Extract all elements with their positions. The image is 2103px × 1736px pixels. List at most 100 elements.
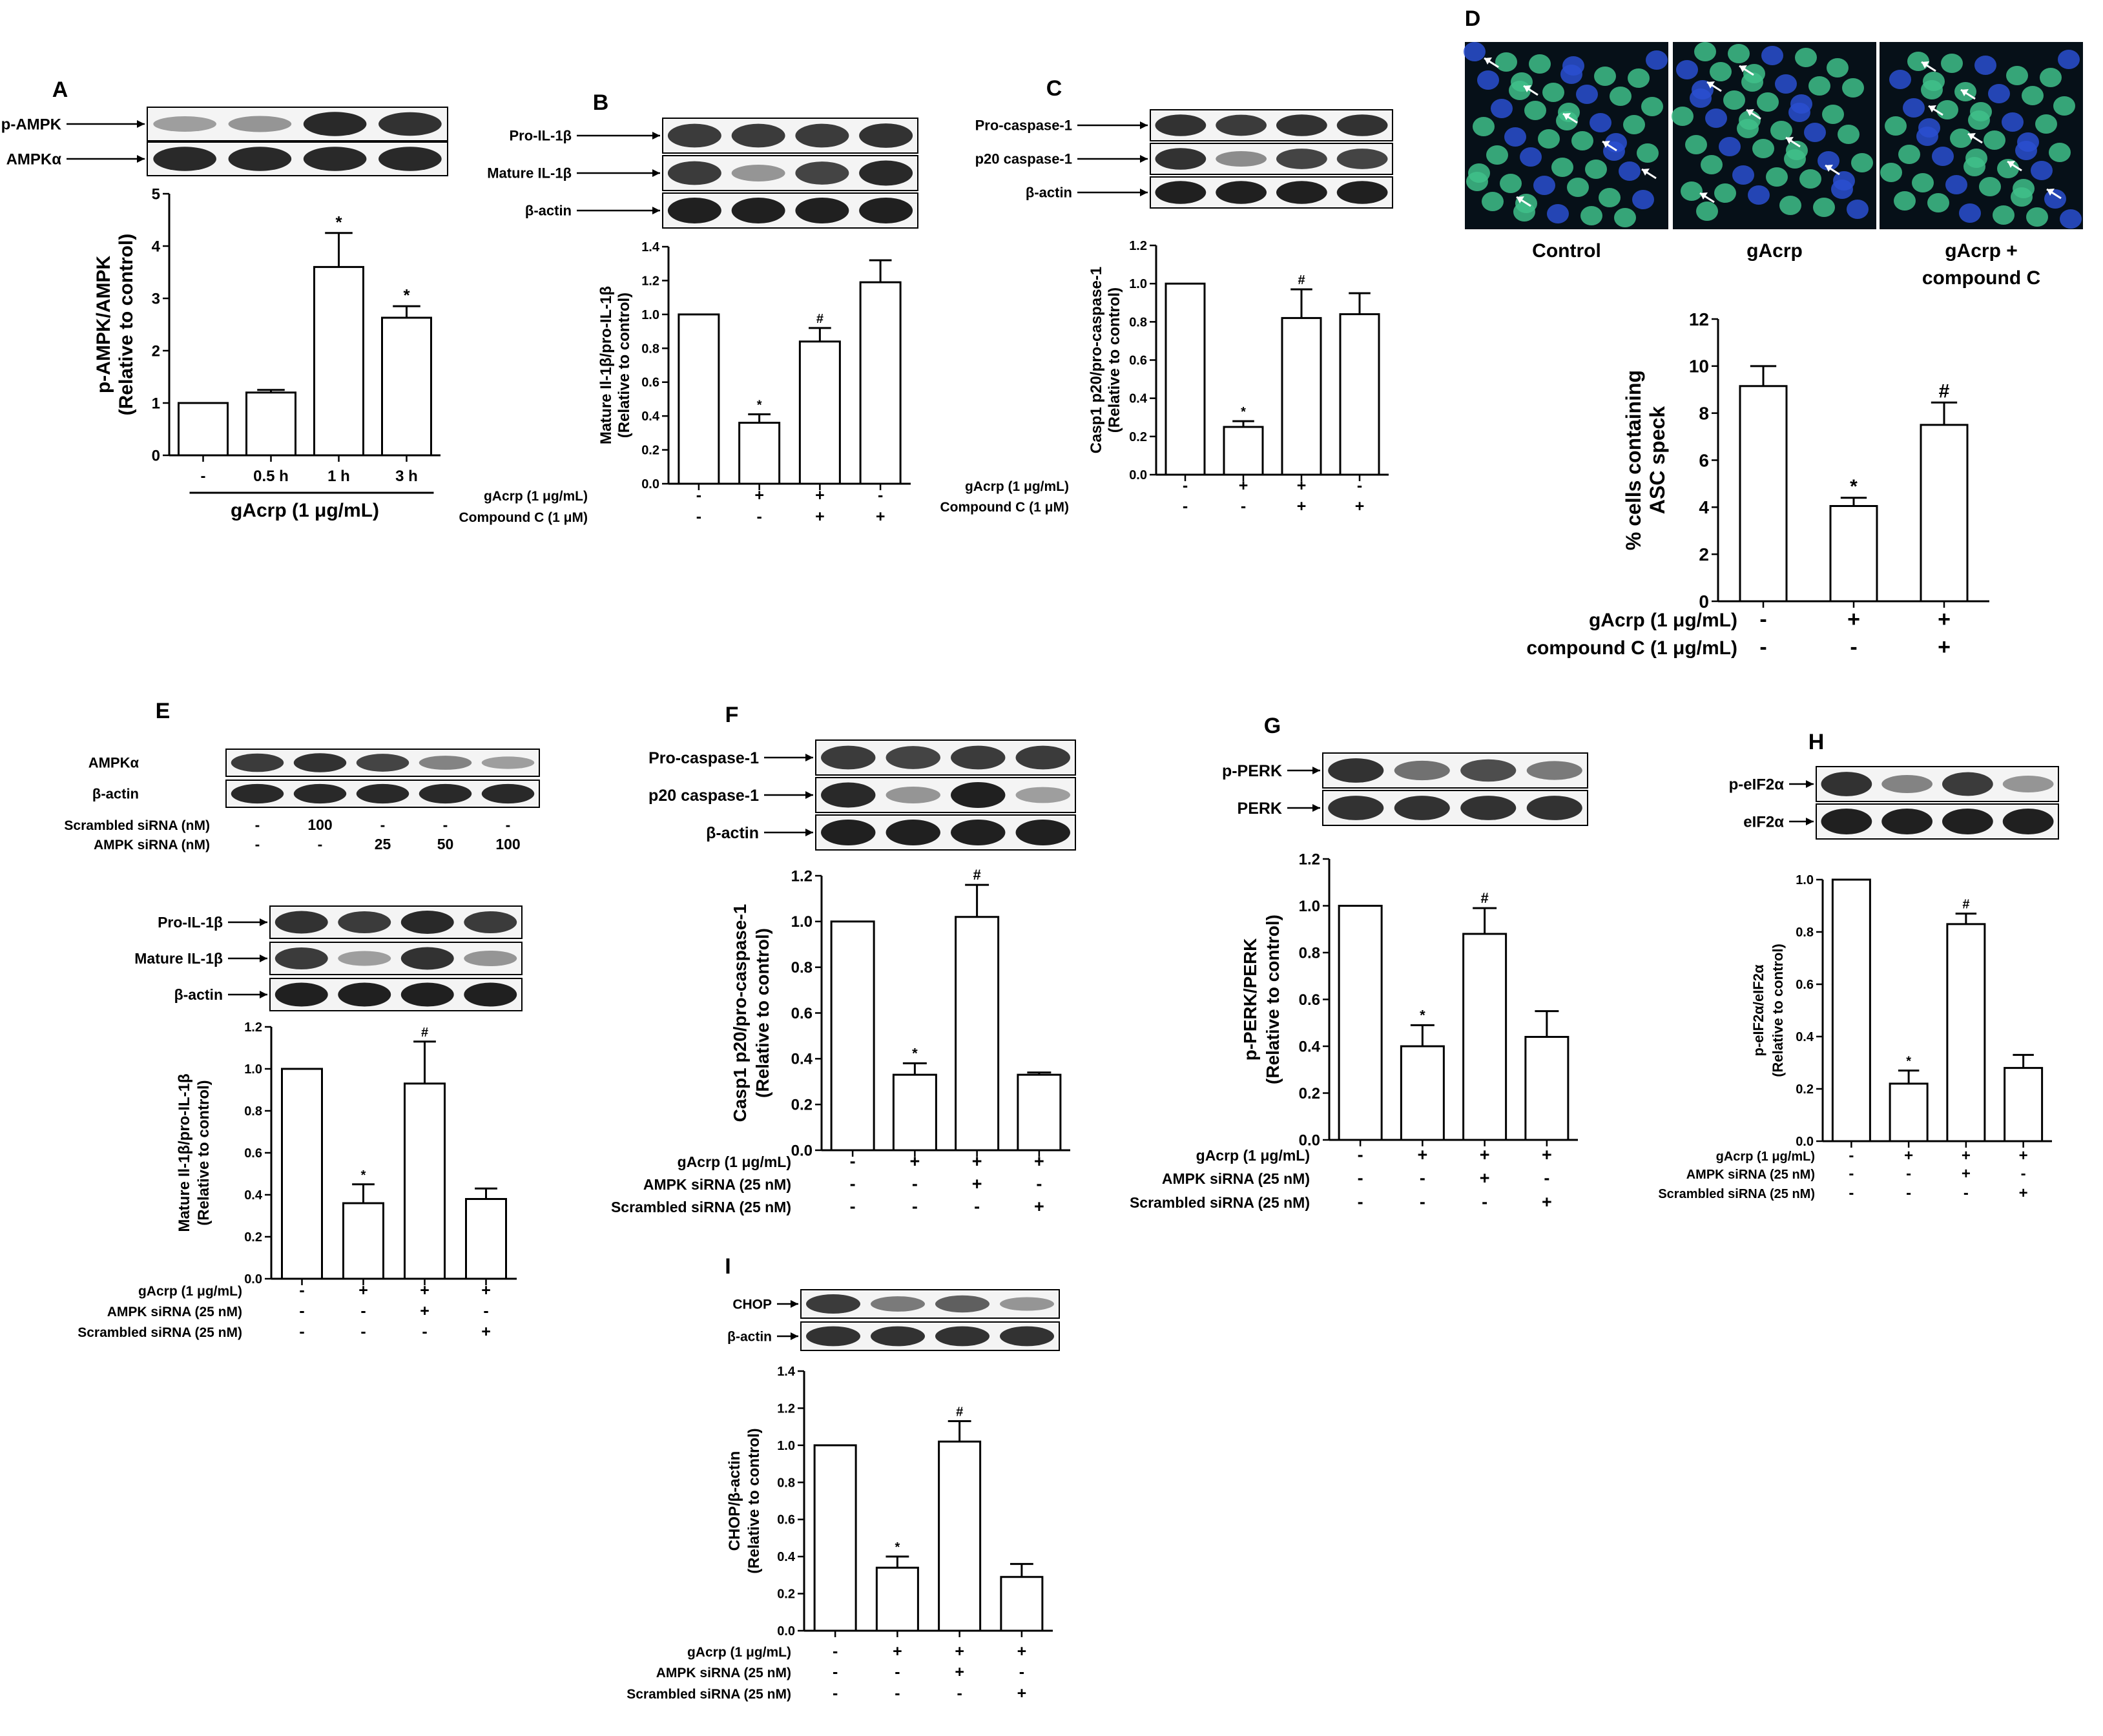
panel-letter: H — [1808, 730, 1825, 754]
cell-nucleus — [1968, 110, 1990, 130]
condition-sign: + — [1938, 607, 1951, 632]
y-tick-label: 4 — [1699, 497, 1709, 517]
condition-sign: + — [1355, 497, 1365, 515]
blot-band — [338, 911, 391, 933]
cell-nucleus — [1473, 117, 1495, 136]
condition-sign: - — [957, 1684, 962, 1702]
cell-nucleus — [2053, 96, 2075, 116]
y-tick-label: 0.0 — [1796, 1135, 1814, 1149]
condition-sign: + — [481, 1281, 491, 1299]
panel-letter: F — [725, 703, 739, 727]
y-tick-label: 10 — [1689, 356, 1709, 377]
blot-row-label: p-eIF2α — [1729, 776, 1785, 793]
condition-sign: + — [972, 1152, 982, 1171]
condition-sign: - — [299, 1302, 304, 1320]
blot-band — [951, 745, 1006, 770]
condition-sign: + — [1297, 497, 1307, 515]
arrow-head-icon — [260, 918, 267, 926]
y-axis-label: % cells containing — [1622, 370, 1645, 550]
blot-band — [886, 820, 940, 845]
arrow-head-icon — [1746, 109, 1754, 116]
panel-letter: B — [593, 90, 609, 115]
condition-sign: - — [1241, 497, 1246, 515]
y-tick-label: 0.6 — [244, 1146, 262, 1161]
y-tick-label: 0.6 — [791, 1005, 813, 1022]
cell-nucleus — [1571, 131, 1593, 150]
condition-sign: + — [876, 508, 886, 526]
blot-band — [1881, 809, 1932, 834]
blot-band — [1460, 759, 1517, 782]
significance-mark: # — [1481, 890, 1489, 906]
blot-row-label: β-actin — [706, 824, 759, 842]
cell-nucleus — [1788, 103, 1810, 122]
blot-row-label: AMPKα — [6, 150, 62, 168]
cell-nucleus — [1495, 52, 1517, 72]
condition-sign: + — [955, 1642, 964, 1660]
blot-band — [1328, 758, 1384, 783]
blot-band — [951, 782, 1006, 808]
y-tick-label: 0.8 — [791, 959, 813, 976]
blot-band — [1155, 181, 1207, 204]
panel-e: E AMPKα β-actin Scrambled siRNA (nM) - 100 - - -… — [64, 699, 540, 1341]
x-tick-label: 3 h — [395, 468, 418, 485]
y-tick-label: 1.2 — [1299, 851, 1320, 868]
arrow-head-icon — [652, 132, 660, 140]
condition-sign: + — [420, 1302, 430, 1320]
cell-nucleus — [1842, 78, 1864, 98]
blot-band — [1216, 151, 1267, 167]
cell-nucleus — [1799, 169, 1821, 189]
condition-sign: - — [1963, 1184, 1969, 1202]
arrow-head-icon — [1312, 804, 1320, 812]
cell-nucleus — [1694, 42, 1716, 61]
blot-band — [871, 1326, 925, 1347]
y-tick-label: 0.2 — [1796, 1082, 1814, 1097]
y-tick-label: 0.6 — [1129, 354, 1147, 368]
bar — [1165, 282, 1206, 476]
y-tick-label: 1.0 — [1796, 873, 1814, 887]
arrow-head-icon — [1563, 113, 1571, 120]
bar — [1339, 313, 1380, 476]
y-tick-label: 2 — [1699, 544, 1709, 564]
group-label: gAcrp (1 μg/mL) — [231, 500, 379, 521]
blot-band — [935, 1326, 989, 1347]
y-tick-label: 1.4 — [777, 1365, 796, 1379]
significance-mark: * — [403, 285, 410, 305]
condition-sign: - — [1759, 635, 1766, 659]
cell-nucleus — [1614, 208, 1636, 227]
y-tick-label: 12 — [1689, 309, 1709, 329]
blot-band — [886, 746, 940, 769]
cell-nucleus — [1714, 183, 1736, 203]
y-tick-label: 0.8 — [1796, 925, 1814, 940]
arrow-head-icon — [652, 169, 660, 177]
arrow-head-icon — [260, 955, 267, 962]
condition-sign: + — [1017, 1684, 1027, 1702]
bar — [955, 916, 1000, 1152]
bar — [875, 1566, 919, 1632]
cell-nucleus — [1770, 121, 1792, 140]
cell-nucleus — [1804, 123, 1826, 142]
blot-row-label: CHOP — [732, 1297, 772, 1312]
cell-nucleus — [2011, 187, 2033, 207]
condition-sign: - — [2021, 1165, 2026, 1183]
condition-sign: + — [1542, 1192, 1552, 1212]
y-axis-label: CHOP/β-actin — [726, 1451, 743, 1551]
cell-nucleus — [1827, 58, 1849, 78]
condition-label: AMPK siRNA (25 nM) — [656, 1666, 791, 1680]
blot-band — [1155, 148, 1207, 170]
cell-nucleus — [2058, 50, 2080, 69]
blot-row-label: Mature IL-1β — [134, 950, 223, 967]
bar — [178, 402, 229, 457]
condition-sign: + — [815, 508, 825, 526]
cell-nucleus — [1676, 60, 1698, 79]
cell-nucleus — [1547, 204, 1569, 223]
bar — [2004, 1067, 2044, 1142]
cell-nucleus — [1748, 185, 1770, 205]
bar — [1281, 316, 1322, 476]
arrow-head-icon — [2047, 189, 2055, 196]
cell-nucleus — [1822, 105, 1844, 124]
y-tick-label: 0.2 — [1129, 430, 1147, 444]
blot-row-label: β-actin — [174, 986, 223, 1003]
y-tick-label: 0.8 — [1299, 944, 1320, 962]
arrow-head-icon — [1140, 189, 1148, 196]
blot-band — [303, 147, 367, 171]
